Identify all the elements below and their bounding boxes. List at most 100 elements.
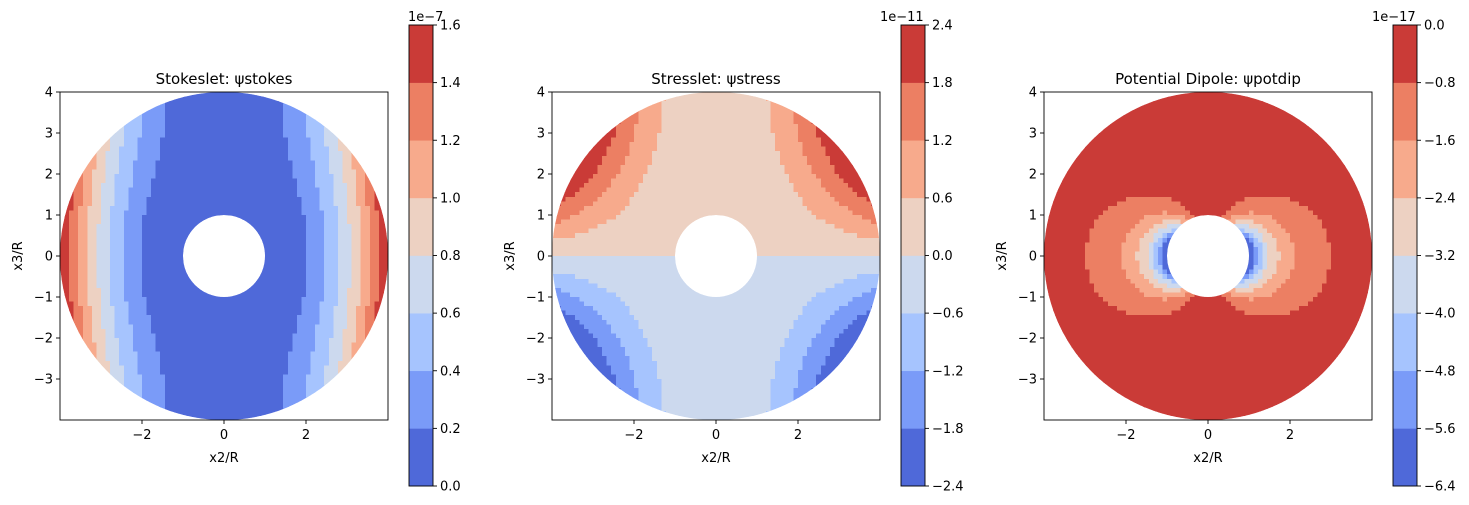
contour-cell [82,274,88,280]
contour-cell [151,114,157,120]
contour-cell [205,105,211,111]
contour-cell [151,137,157,143]
contour-cell [196,219,202,225]
contour-cell [96,287,102,294]
contour-cell [128,260,134,266]
contour-cell [274,292,280,298]
contour-cell [265,110,271,116]
contour-cell [579,178,585,184]
contour-cell [310,151,316,157]
contour-cell [128,242,134,248]
contour-cell [160,164,166,171]
contour-cell [123,374,129,380]
contour-cell [73,183,79,189]
contour-cell [160,324,166,330]
contour-cell [784,169,790,175]
contour-cell [233,155,239,161]
contour-cell [356,292,362,298]
contour-cell [201,397,207,403]
contour-cell [693,164,699,171]
contour-cell [237,397,243,403]
contour-cell [265,151,271,157]
contour-cell [333,274,339,280]
contour-cell [351,287,357,294]
contour-cell [146,287,152,294]
contour-cell [292,401,298,407]
contour-cell [629,128,635,134]
contour-cell [78,183,84,189]
contour-cell [378,301,385,307]
contour-cell [151,128,157,134]
contour-cell [187,274,193,280]
contour-cell [260,392,266,398]
contour-cell [105,260,111,266]
contour-cell [319,388,325,394]
contour-cell [142,196,148,202]
contour-cell [324,237,330,243]
contour-cell [738,92,744,98]
contour-cell [319,287,325,294]
contour-cell [269,338,275,344]
contour-cell [337,242,344,248]
contour-cell [255,155,262,161]
contour-cell [278,192,284,198]
contour-cell [292,183,298,189]
contour-cell [656,114,662,120]
contour-cell [278,306,284,312]
contour-cell [588,174,594,180]
contour-cell [310,342,316,348]
contour-cell [91,328,98,335]
contour-cell [237,183,243,189]
colorbar-segment [409,255,433,314]
contour-cell [201,287,207,294]
contour-cell [328,324,334,330]
contour-cell [283,365,289,371]
contour-cell [725,92,731,98]
contour-cell [757,164,763,171]
contour-cell [269,242,275,248]
contour-cell [237,374,243,380]
contour-cell [328,260,334,266]
stresslet-ylabel: x3/R [503,241,518,270]
contour-cell [119,164,125,171]
stokeslet-offset: 1e−7 [408,10,443,25]
contour-cell [588,178,594,184]
contour-cell [629,151,635,157]
contour-cell [251,401,257,407]
contour-cell [91,251,98,257]
contour-cell [278,233,284,239]
contour-cell [319,169,325,175]
contour-cell [160,196,166,202]
contour-cell [274,219,280,225]
contour-cell [110,205,116,212]
contour-cell [697,101,703,107]
contour-cell [675,174,681,180]
contour-cell [324,160,330,166]
contour-cell [296,155,303,161]
contour-cell [365,210,371,216]
contour-cell [91,351,98,357]
contour-cell [306,183,312,189]
contour-cell [574,164,580,171]
contour-cell [146,169,152,175]
contour-cell [178,347,184,353]
contour-cell [296,219,303,225]
contour-cell [260,265,266,271]
contour-cell [583,174,590,180]
contour-cell [816,133,822,139]
contour-cell [187,333,193,339]
contour-cell [214,333,221,339]
contour-cell [684,105,690,111]
contour-cell [146,160,152,166]
contour-cell [228,101,234,107]
contour-cell [178,215,184,221]
contour-cell [242,360,248,366]
contour-cell [260,151,266,157]
contour-cell [788,155,795,161]
contour-cell [292,392,298,398]
contour-cell [278,169,284,175]
contour-cell [210,342,216,348]
contour-cell [597,155,603,161]
contour-cell [278,333,284,339]
contour-cell [775,119,781,125]
